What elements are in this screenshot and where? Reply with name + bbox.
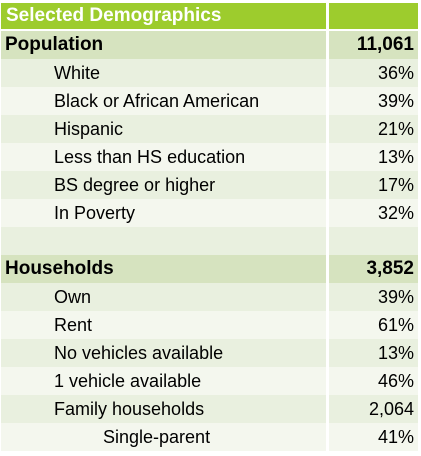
row-value: 36% <box>329 59 418 87</box>
population-label: Population <box>1 31 326 59</box>
table-row-no-vehicles-available: No vehicles available 13% <box>1 339 418 367</box>
table-row-in-poverty: In Poverty 32% <box>1 199 418 227</box>
table-row-hispanic: Hispanic 21% <box>1 115 418 143</box>
table-header-value-cell <box>329 3 418 31</box>
table-row-own: Own 39% <box>1 283 418 311</box>
row-label: 1 vehicle available <box>1 367 326 395</box>
table-row-family-households: Family households 2,064 <box>1 395 418 423</box>
row-value: 21% <box>329 115 418 143</box>
row-value: 17% <box>329 171 418 199</box>
table-row-rent: Rent 61% <box>1 311 418 339</box>
row-label: Black or African American <box>1 87 326 115</box>
row-label: Own <box>1 283 326 311</box>
row-value: 2,064 <box>329 395 418 423</box>
households-label: Households <box>1 255 326 283</box>
table-row-1-vehicle-available: 1 vehicle available 46% <box>1 367 418 395</box>
table-row-single-parent: Single-parent 41% <box>1 423 418 451</box>
population-value: 11,061 <box>329 31 418 59</box>
table-row-white: White 36% <box>1 59 418 87</box>
row-value: 39% <box>329 87 418 115</box>
row-value: 39% <box>329 283 418 311</box>
table-row-black-or-african-american: Black or African American 39% <box>1 87 418 115</box>
row-value: 46% <box>329 367 418 395</box>
row-label: Rent <box>1 311 326 339</box>
row-value: 41% <box>329 423 418 451</box>
row-value: 61% <box>329 311 418 339</box>
table-row-less-than-hs-education: Less than HS education 13% <box>1 143 418 171</box>
blank-cell <box>1 227 326 255</box>
demographics-table: Selected Demographics Population 11,061 … <box>1 3 418 451</box>
row-label: Family households <box>1 395 326 423</box>
row-value: 13% <box>329 143 418 171</box>
population-row: Population 11,061 <box>1 31 418 59</box>
row-value: 13% <box>329 339 418 367</box>
table-row-bs-degree-or-higher: BS degree or higher 17% <box>1 171 418 199</box>
households-value: 3,852 <box>329 255 418 283</box>
table-title: Selected Demographics <box>1 3 326 31</box>
row-label: White <box>1 59 326 87</box>
row-label: In Poverty <box>1 199 326 227</box>
row-label: Hispanic <box>1 115 326 143</box>
households-row: Households 3,852 <box>1 255 418 283</box>
row-label: No vehicles available <box>1 339 326 367</box>
table-header-row: Selected Demographics <box>1 3 418 31</box>
row-label: Less than HS education <box>1 143 326 171</box>
row-value: 32% <box>329 199 418 227</box>
blank-cell <box>329 227 418 255</box>
row-label: Single-parent <box>1 423 326 451</box>
blank-spacer-row <box>1 227 418 255</box>
row-label: BS degree or higher <box>1 171 326 199</box>
